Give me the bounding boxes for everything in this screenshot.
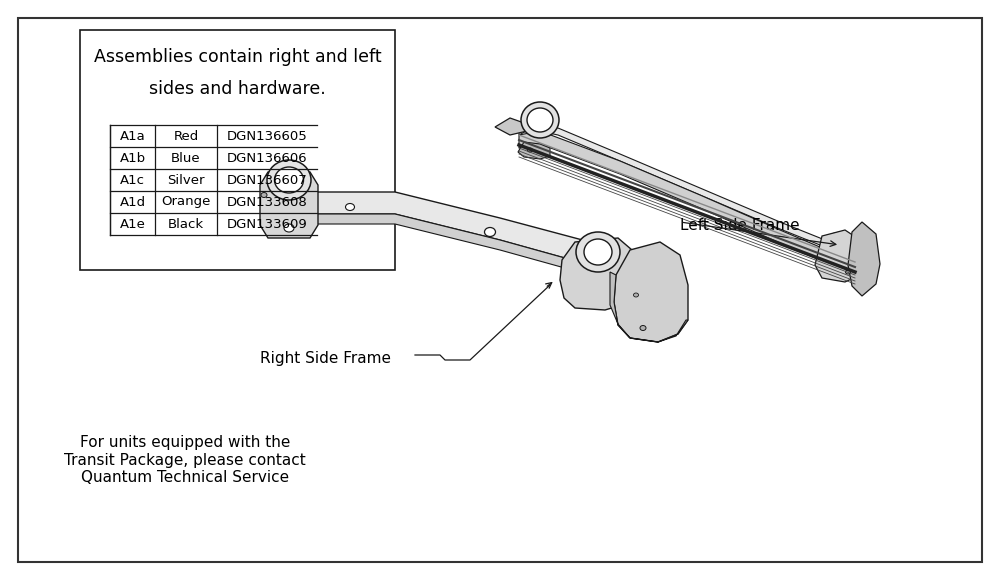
Bar — [80, 30, 395, 270]
Text: Orange: Orange — [161, 195, 211, 208]
Ellipse shape — [528, 148, 532, 152]
Text: Right Side Frame: Right Side Frame — [260, 350, 390, 365]
Text: A1a: A1a — [120, 129, 145, 143]
Text: For units equipped with the
Transit Package, please contact
Quantum Technical Se: For units equipped with the Transit Pack… — [64, 435, 306, 485]
Polygon shape — [519, 122, 855, 261]
Text: A1d: A1d — [119, 195, 146, 208]
Text: Blue: Blue — [171, 151, 201, 165]
Text: DGN133608: DGN133608 — [227, 195, 307, 208]
Ellipse shape — [521, 102, 559, 138]
Text: A1e: A1e — [120, 218, 145, 230]
Ellipse shape — [634, 293, 639, 297]
Polygon shape — [610, 272, 630, 338]
Ellipse shape — [267, 160, 311, 200]
Text: sides and hardware.: sides and hardware. — [149, 80, 326, 98]
Text: A1c: A1c — [120, 173, 145, 187]
Text: DGN136606: DGN136606 — [227, 151, 307, 165]
Ellipse shape — [527, 108, 553, 132]
Text: Red: Red — [173, 129, 199, 143]
Polygon shape — [614, 242, 688, 342]
Text: A1b: A1b — [119, 151, 146, 165]
Text: Black: Black — [168, 218, 204, 230]
Text: DGN136607: DGN136607 — [227, 173, 307, 187]
Ellipse shape — [821, 233, 859, 267]
Polygon shape — [310, 192, 620, 275]
Ellipse shape — [274, 167, 304, 193]
Ellipse shape — [261, 193, 267, 198]
Text: Silver: Silver — [167, 173, 205, 187]
Text: DGN136605: DGN136605 — [227, 129, 307, 143]
Ellipse shape — [846, 270, 850, 274]
Polygon shape — [495, 118, 527, 135]
Text: Assemblies contain right and left: Assemblies contain right and left — [94, 48, 381, 66]
Ellipse shape — [284, 224, 294, 232]
Ellipse shape — [346, 204, 354, 211]
Polygon shape — [310, 214, 620, 285]
Ellipse shape — [827, 238, 853, 262]
Polygon shape — [848, 222, 880, 296]
Ellipse shape — [584, 239, 612, 265]
Polygon shape — [815, 230, 864, 282]
Polygon shape — [518, 142, 550, 159]
Polygon shape — [260, 172, 318, 238]
Ellipse shape — [640, 325, 646, 331]
Polygon shape — [560, 238, 638, 310]
Text: Left Side Frame: Left Side Frame — [680, 218, 800, 233]
Polygon shape — [519, 131, 855, 275]
Polygon shape — [630, 320, 688, 342]
Ellipse shape — [576, 232, 620, 272]
Ellipse shape — [484, 227, 496, 237]
Text: DGN133609: DGN133609 — [227, 218, 307, 230]
